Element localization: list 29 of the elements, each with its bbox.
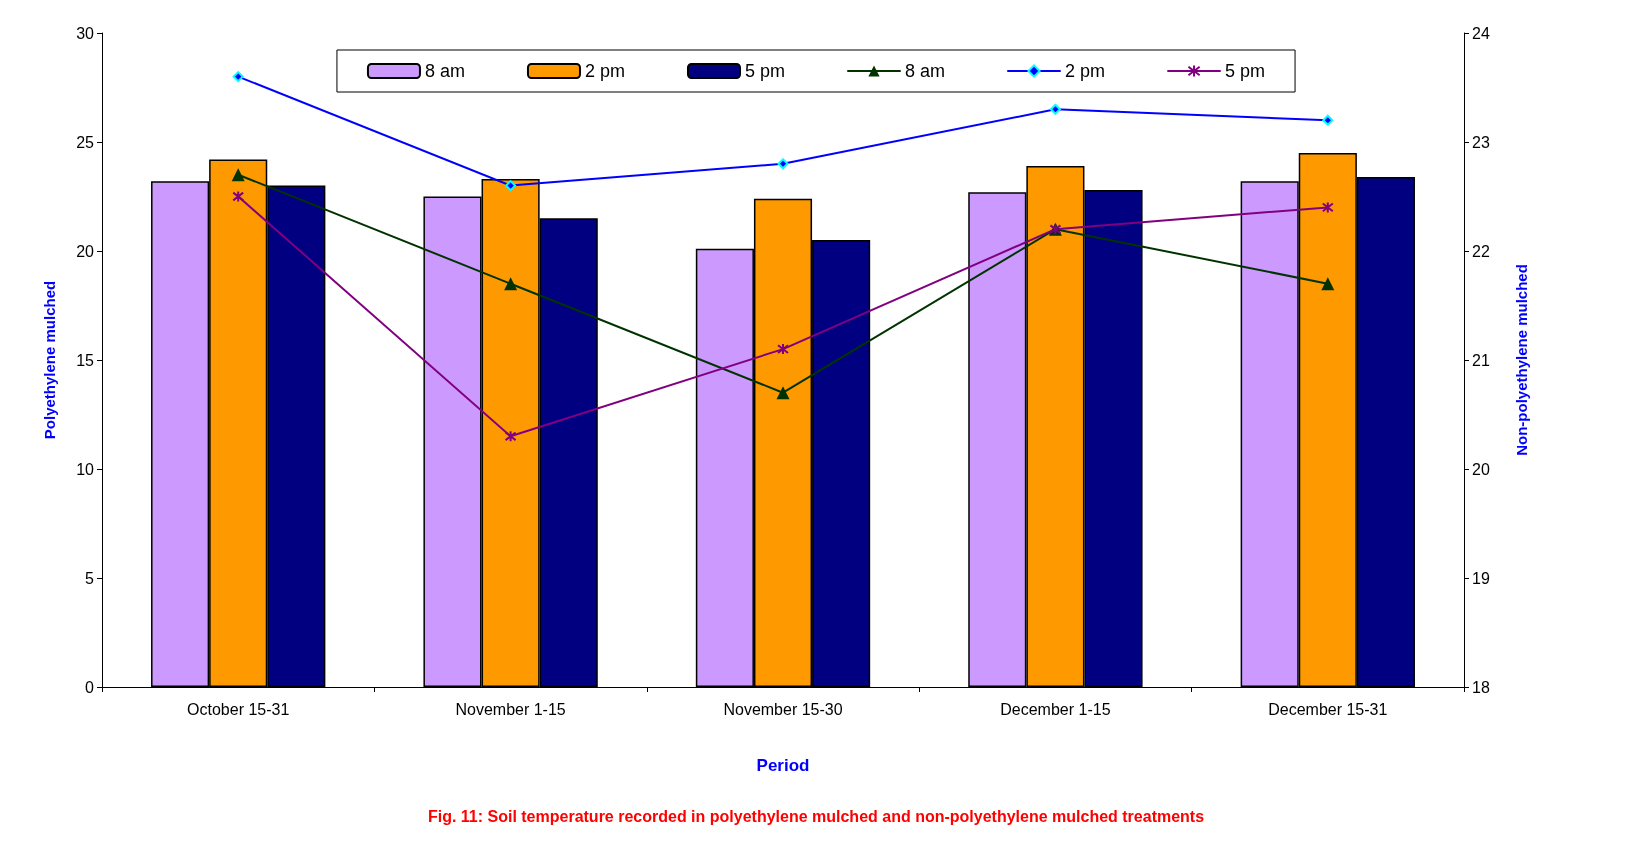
x-tick-label: October 15-31 [187, 700, 290, 718]
y2-tick-label: 23 [1472, 133, 1490, 151]
y2-tick-label: 20 [1472, 460, 1490, 478]
y-tick-label: 20 [76, 242, 95, 260]
legend-label: 2 pm [584, 61, 625, 81]
y2-axis-title: Non-polyethylene mulched [1513, 264, 1530, 456]
x-axis-title: Period [756, 756, 810, 775]
y-tick-label: 0 [85, 678, 95, 696]
legend-label: 5 pm [744, 61, 786, 81]
y2-tick-label: 22 [1472, 242, 1490, 260]
x-tick-label: December 1-15 [1000, 700, 1111, 718]
text: Fig. 11: Soil temperature recorded in polyethylene mulched and non-polyethylene mulched treatments [427, 807, 1205, 825]
y-tick-label: 25 [76, 133, 95, 151]
y-tick-label: 10 [76, 460, 95, 478]
y-tick-label: 5 [85, 569, 95, 587]
legend-label: 2 pm [1065, 61, 1106, 81]
y2-tick-label: 24 [1472, 24, 1490, 42]
x-tick-label: November 15-30 [723, 700, 843, 718]
legend-label: 5 pm [1225, 61, 1266, 81]
legend-label: 8 am [424, 61, 465, 81]
y2-tick-label: 18 [1472, 678, 1490, 696]
legend-label: 8 am [905, 61, 946, 81]
y2-tick-label: 21 [1472, 351, 1490, 369]
y-tick-label: 30 [76, 24, 95, 42]
y-tick-label: 15 [76, 351, 95, 369]
y-axis-title: Polyethylene mulched [41, 280, 58, 440]
y2-tick-label: 19 [1472, 569, 1490, 587]
x-tick-label: December 15-31 [1268, 700, 1388, 718]
x-tick-label: November 1-15 [455, 700, 566, 718]
